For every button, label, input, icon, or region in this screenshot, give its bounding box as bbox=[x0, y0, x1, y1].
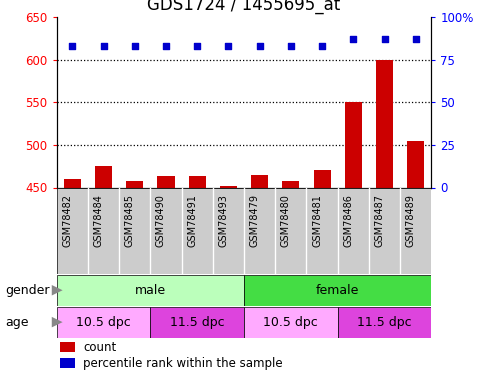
Text: GSM78480: GSM78480 bbox=[281, 194, 291, 247]
Point bbox=[69, 43, 76, 49]
Bar bbox=[157, 176, 175, 188]
Bar bbox=[150, 307, 244, 338]
Text: GSM78486: GSM78486 bbox=[343, 194, 353, 247]
Text: GSM78493: GSM78493 bbox=[218, 194, 228, 247]
Point bbox=[412, 36, 420, 42]
Text: 10.5 dpc: 10.5 dpc bbox=[76, 316, 131, 328]
Text: male: male bbox=[135, 284, 166, 297]
Bar bbox=[338, 307, 431, 338]
Bar bbox=[407, 141, 424, 188]
Text: percentile rank within the sample: percentile rank within the sample bbox=[83, 357, 282, 370]
Bar bbox=[244, 275, 431, 306]
Text: GSM78484: GSM78484 bbox=[94, 194, 104, 247]
Bar bbox=[95, 166, 112, 188]
Bar bbox=[57, 307, 150, 338]
Text: GSM78490: GSM78490 bbox=[156, 194, 166, 247]
Text: GSM78481: GSM78481 bbox=[312, 194, 322, 247]
Text: GSM78489: GSM78489 bbox=[406, 194, 416, 247]
Bar bbox=[314, 170, 331, 188]
Bar bbox=[61, 342, 74, 352]
Bar bbox=[220, 186, 237, 188]
Text: gender: gender bbox=[5, 284, 49, 297]
Bar bbox=[64, 179, 81, 188]
Text: count: count bbox=[83, 341, 116, 354]
Point bbox=[100, 43, 107, 49]
Point bbox=[131, 43, 139, 49]
Text: age: age bbox=[5, 316, 29, 328]
Text: GSM78479: GSM78479 bbox=[249, 194, 260, 248]
Point bbox=[287, 43, 295, 49]
Point bbox=[350, 36, 357, 42]
Bar bbox=[61, 358, 74, 368]
Text: 11.5 dpc: 11.5 dpc bbox=[170, 316, 224, 328]
Text: 10.5 dpc: 10.5 dpc bbox=[263, 316, 318, 328]
Point bbox=[224, 43, 232, 49]
Bar bbox=[126, 181, 143, 188]
Bar bbox=[376, 60, 393, 188]
Bar bbox=[251, 175, 268, 188]
Point bbox=[256, 43, 264, 49]
Bar bbox=[345, 102, 362, 188]
Bar bbox=[189, 176, 206, 188]
Point bbox=[193, 43, 201, 49]
Bar bbox=[57, 275, 244, 306]
Text: female: female bbox=[316, 284, 359, 297]
Text: GSM78485: GSM78485 bbox=[125, 194, 135, 248]
Text: GSM78482: GSM78482 bbox=[62, 194, 72, 248]
Point bbox=[318, 43, 326, 49]
Point bbox=[162, 43, 170, 49]
Text: GSM78487: GSM78487 bbox=[375, 194, 385, 248]
Bar bbox=[282, 181, 299, 188]
Text: GSM78491: GSM78491 bbox=[187, 194, 197, 247]
Title: GDS1724 / 1455695_at: GDS1724 / 1455695_at bbox=[147, 0, 341, 14]
Text: 11.5 dpc: 11.5 dpc bbox=[357, 316, 412, 328]
Bar bbox=[244, 307, 338, 338]
Point bbox=[381, 36, 388, 42]
